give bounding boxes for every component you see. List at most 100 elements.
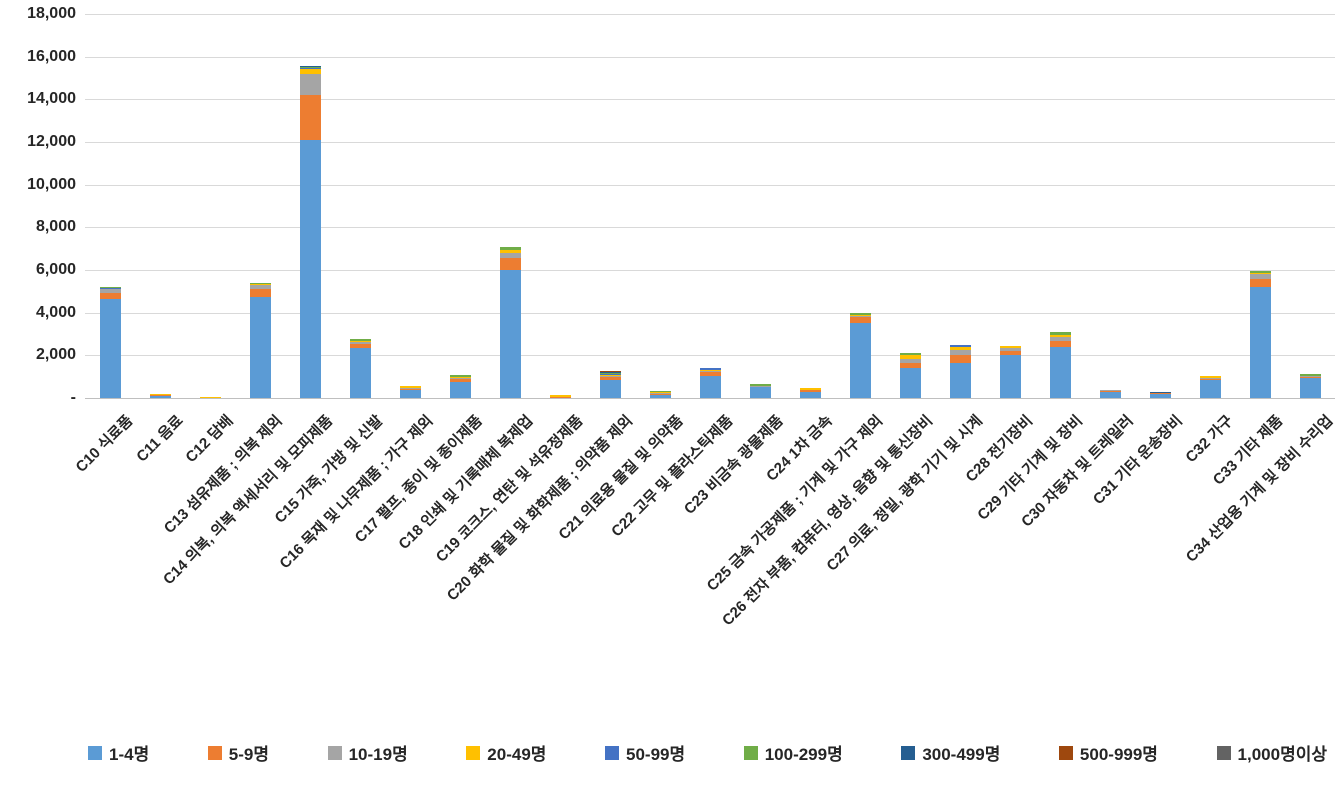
- stacked-bar: [999, 346, 1021, 398]
- bar-segment: [1049, 336, 1071, 341]
- bar-segment: [399, 388, 421, 389]
- gridline: [85, 184, 1335, 186]
- bar-segment: [1299, 377, 1321, 398]
- legend-item: 1,000명이상: [1216, 740, 1327, 765]
- bar-segment: [799, 388, 821, 391]
- bar-segment: [999, 346, 1021, 349]
- bar-segment: [749, 384, 771, 386]
- bar-segment: [649, 390, 671, 393]
- legend-label: 1,000명이상: [1237, 745, 1327, 764]
- bar-segment: [1099, 391, 1121, 398]
- bar-segment: [249, 288, 271, 297]
- bar-segment: [899, 355, 921, 359]
- bar-segment: [449, 376, 471, 379]
- legend-label: 10-19명: [348, 745, 408, 764]
- y-axis-tick-label: 12,000: [27, 133, 76, 150]
- bar-segment: [599, 372, 621, 374]
- stacked-bar: [249, 282, 271, 398]
- bar-segment: [199, 396, 221, 398]
- bar-segment: [749, 387, 771, 398]
- bar-segment: [849, 314, 871, 316]
- legend-item: 100-299명: [743, 740, 843, 765]
- bar-segment: [649, 392, 671, 394]
- stacked-bar: [899, 353, 921, 398]
- legend-label: 100-299명: [764, 745, 843, 764]
- bar-segment: [1199, 375, 1221, 378]
- legend-swatch-icon: [466, 745, 481, 760]
- bar-segment: [899, 358, 921, 363]
- bar-segment: [149, 394, 171, 396]
- stacked-bar: [1299, 374, 1321, 398]
- stacked-bar: [449, 375, 471, 398]
- stacked-bar: [549, 395, 571, 398]
- bar-segment: [349, 340, 371, 342]
- bar-segment: [299, 67, 321, 69]
- bar-segment: [349, 341, 371, 344]
- bar-segment: [499, 252, 521, 259]
- bar-segment: [1299, 374, 1321, 376]
- y-axis-tick-label: 10,000: [27, 175, 76, 193]
- x-axis-labels: C10 식료품 C11 음료 C12 담배 C13 섬유제품 ; 의복 제외 C14 의…: [72, 398, 1336, 648]
- bar-segment: [999, 355, 1021, 398]
- stacked-bar: [849, 312, 871, 398]
- bar-segment: [899, 367, 921, 398]
- bar-segment: [249, 282, 271, 284]
- bar-segment: [1249, 287, 1271, 398]
- bars-layer: [85, 14, 1335, 398]
- bar-segment: [449, 381, 471, 398]
- legend-label: 20-49명: [487, 745, 547, 764]
- legend-label: 50-99명: [626, 745, 686, 764]
- legend-swatch-icon: [327, 745, 342, 760]
- bar-segment: [399, 386, 421, 389]
- legend-item: 5-9명: [207, 740, 270, 765]
- bar-segment: [499, 270, 521, 398]
- legend-item: 300-499명: [901, 740, 1000, 765]
- y-axis-tick-label: 14,000: [27, 90, 76, 108]
- bar-segment: [1149, 393, 1171, 398]
- bar-segment: [1049, 346, 1071, 398]
- bar-segment: [299, 73, 321, 96]
- bar-segment: [449, 378, 471, 380]
- stacked-bar: [99, 287, 121, 398]
- y-axis-tick-label: 8,000: [35, 218, 76, 236]
- bar-segment: [799, 392, 821, 398]
- bar-segment: [249, 296, 271, 398]
- legend-item: 500-999명: [1058, 740, 1158, 765]
- bar-segment: [949, 344, 971, 348]
- bar-segment: [699, 370, 721, 372]
- bar-segment: [499, 258, 521, 270]
- gridline: [85, 14, 1335, 15]
- legend-label: 5-9명: [228, 745, 270, 764]
- bar-segment: [99, 288, 121, 290]
- legend-label: 1-4명: [109, 745, 150, 764]
- gridline: [85, 355, 1335, 357]
- bar-segment: [949, 362, 971, 398]
- bar-segment: [99, 292, 121, 299]
- bar-segment: [649, 394, 671, 398]
- legend: 1-4명 5-9명 10-19명 20-49명 50-99명 100-299명 300-49…: [0, 740, 1341, 765]
- stacked-bar: [399, 386, 421, 398]
- bar-segment: [99, 287, 121, 288]
- bar-segment: [749, 386, 771, 388]
- stacked-bar: [1249, 271, 1271, 398]
- stacked-bar: [499, 247, 521, 398]
- x-axis-category-label: C10 식료품: [72, 412, 137, 476]
- bar-segment: [1199, 377, 1221, 379]
- bar-segment: [399, 388, 421, 390]
- bar-segment: [899, 362, 921, 368]
- bar-segment: [849, 315, 871, 318]
- stacked-bar: [1149, 391, 1171, 398]
- stacked-bar: [199, 396, 221, 398]
- bar-segment: [549, 396, 571, 398]
- legend-swatch-icon: [1058, 745, 1073, 760]
- y-axis-tick-label: 2,000: [35, 346, 76, 364]
- y-axis-labels: - 2,000 4,000 6,000 8,000 10,000 12,000 14,000 1…: [0, 0, 76, 786]
- bar-segment: [1149, 392, 1171, 394]
- legend-item: 20-49명: [466, 740, 546, 765]
- bar-segment: [849, 312, 871, 315]
- y-axis-tick-label: -: [70, 389, 76, 406]
- bar-segment: [549, 397, 571, 398]
- bar-segment: [449, 379, 471, 382]
- stacked-bar: [1199, 375, 1221, 398]
